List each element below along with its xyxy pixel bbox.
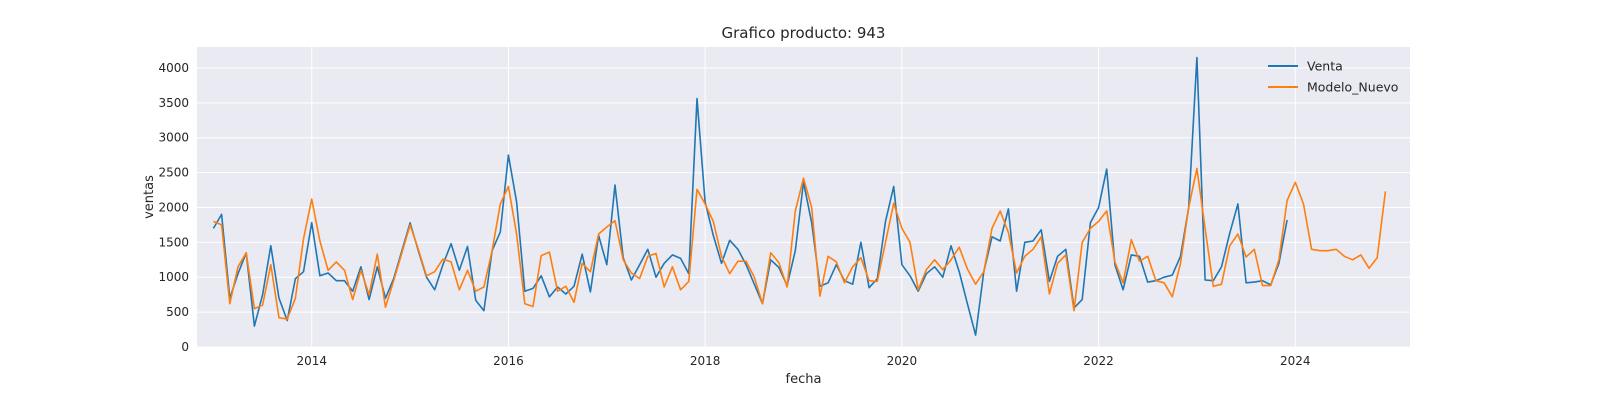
- legend-entry: Venta: [1307, 59, 1343, 74]
- y-tick-label: 3000: [158, 131, 189, 145]
- grid: [197, 47, 1410, 348]
- series-line-0: [212, 56, 1288, 336]
- y-tick-label: 4000: [158, 61, 189, 75]
- y-tick-label: 1500: [158, 235, 189, 249]
- x-axis-label: fecha: [786, 372, 822, 387]
- y-tick-label: 0: [181, 340, 189, 354]
- y-tick-label: 1000: [158, 270, 189, 284]
- plot-area: [197, 47, 1410, 347]
- legend: Venta Modelo_Nuevo: [1268, 59, 1398, 95]
- legend-entry: Modelo_Nuevo: [1307, 80, 1398, 95]
- y-tick-label: 2000: [158, 200, 189, 214]
- y-axis-label: ventas: [142, 175, 157, 219]
- x-tick-label: 2020: [887, 354, 918, 368]
- x-tick-label: 2016: [493, 354, 524, 368]
- y-tick-label: 500: [166, 305, 189, 319]
- series-lines: [212, 56, 1387, 336]
- x-tick-label: 2024: [1280, 354, 1311, 368]
- x-tick-label: 2014: [296, 354, 327, 368]
- x-tick-label: 2018: [690, 354, 721, 368]
- chart-title: Grafico producto: 943: [722, 24, 886, 42]
- series-line-1: [213, 167, 1387, 320]
- y-axis: 0 500 1000 1500 2000 2500 3000 3500 4000: [158, 61, 189, 354]
- x-tick-label: 2022: [1083, 354, 1114, 368]
- y-tick-label: 3500: [158, 96, 189, 110]
- x-axis: 2014 2016 2018 2020 2022 2024: [296, 354, 1310, 368]
- y-tick-label: 2500: [158, 166, 189, 180]
